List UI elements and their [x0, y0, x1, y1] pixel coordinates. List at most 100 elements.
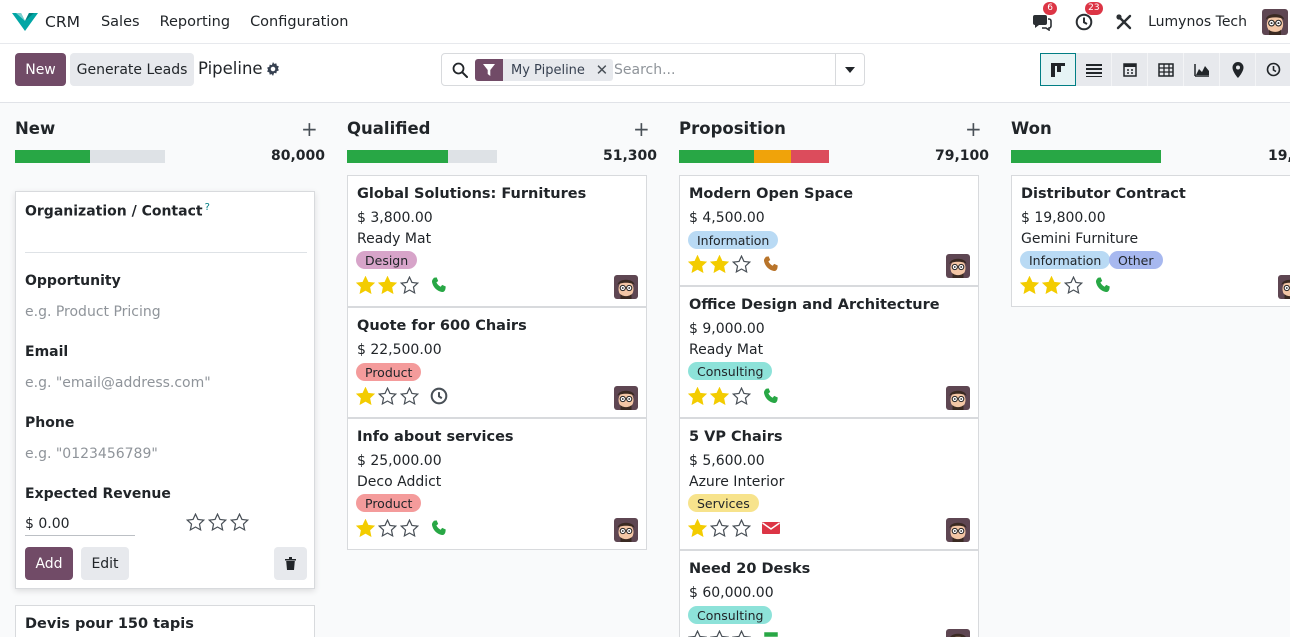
column-title[interactable]: Proposition [679, 119, 786, 138]
priority-stars[interactable] [356, 387, 422, 405]
kanban-view-button[interactable] [1040, 53, 1076, 86]
column-progress-bar[interactable] [1011, 150, 1161, 163]
column-title[interactable]: Won [1011, 119, 1052, 138]
assignee-avatar[interactable] [946, 629, 970, 637]
column-progress-bar[interactable] [15, 150, 165, 163]
priority-stars[interactable] [688, 387, 754, 405]
gear-icon[interactable] [266, 62, 280, 76]
star-empty-icon[interactable] [1064, 276, 1083, 294]
star-filled-icon[interactable] [356, 387, 375, 405]
progress-orange[interactable] [753, 150, 792, 163]
lead-card[interactable]: Info about services $ 25,000.00 Deco Addic… [347, 418, 647, 550]
phone-field[interactable] [25, 442, 307, 466]
star-empty-icon[interactable] [710, 519, 729, 537]
assignee-avatar[interactable] [614, 275, 638, 299]
assignee-avatar[interactable] [946, 518, 970, 542]
lead-card[interactable]: Need 20 Desks $ 60,000.00 Consulting [679, 550, 979, 637]
lead-card[interactable]: Distributor Contract $ 19,800.00 Gemini Fu… [1011, 175, 1290, 307]
star-empty-icon[interactable] [400, 387, 419, 405]
progress-green[interactable] [15, 150, 90, 163]
star-filled-icon[interactable] [710, 255, 729, 273]
calendar-view-button[interactable] [1112, 53, 1148, 86]
remove-facet-icon[interactable]: ✕ [590, 59, 613, 81]
assignee-avatar[interactable] [946, 386, 970, 410]
column-title[interactable]: New [15, 119, 56, 138]
star-filled-icon[interactable] [378, 276, 397, 294]
user-avatar[interactable] [1262, 9, 1288, 35]
activity-view-button[interactable] [1256, 53, 1290, 86]
email-field[interactable] [25, 371, 307, 395]
progress-green[interactable] [1011, 150, 1161, 163]
priority-stars[interactable] [688, 519, 754, 537]
lead-card[interactable]: Quote for 600 Chairs $ 22,500.00 Product [347, 307, 647, 418]
assignee-avatar[interactable] [614, 518, 638, 542]
menu-reporting[interactable]: Reporting [159, 13, 231, 30]
star-empty-icon[interactable] [378, 519, 397, 537]
star-empty-icon[interactable] [208, 513, 227, 531]
pivot-view-button[interactable] [1148, 53, 1184, 86]
star-empty-icon[interactable] [230, 513, 249, 531]
star-filled-icon[interactable] [1020, 276, 1039, 294]
star-filled-icon[interactable] [688, 387, 707, 405]
star-empty-icon[interactable] [732, 387, 751, 405]
star-filled-icon[interactable] [688, 519, 707, 537]
progress-green[interactable] [347, 150, 448, 163]
generate-leads-button[interactable]: Generate Leads [70, 53, 194, 86]
help-tooltip[interactable]: ? [204, 202, 210, 213]
lead-card[interactable]: Global Solutions: Furnitures $ 3,800.00 Re… [347, 175, 647, 307]
priority-stars[interactable] [356, 276, 422, 294]
add-card-plus-icon[interactable]: + [965, 117, 982, 141]
opportunity-input[interactable] [25, 300, 307, 324]
edit-button[interactable]: Edit [81, 547, 129, 580]
add-card-plus-icon[interactable]: + [633, 117, 650, 141]
star-filled-icon[interactable] [356, 276, 375, 294]
star-filled-icon[interactable] [688, 255, 707, 273]
column-title[interactable]: Qualified [347, 119, 431, 138]
add-card-plus-icon[interactable]: + [301, 117, 318, 141]
activity-icon[interactable] [762, 630, 780, 637]
search-icon[interactable] [452, 62, 468, 78]
add-button[interactable]: Add [25, 547, 73, 580]
org-contact-input[interactable] [25, 229, 307, 253]
phone-icon[interactable] [1094, 276, 1112, 294]
graph-view-button[interactable] [1184, 53, 1220, 86]
column-progress-bar[interactable] [679, 150, 829, 163]
star-filled-icon[interactable] [356, 519, 375, 537]
clock-icon[interactable] [430, 387, 448, 405]
phone-icon[interactable] [430, 276, 448, 294]
expected-revenue-input[interactable] [25, 512, 135, 536]
menu-configuration[interactable]: Configuration [250, 13, 349, 30]
priority-stars[interactable] [688, 630, 754, 637]
star-empty-icon[interactable] [400, 519, 419, 537]
star-filled-icon[interactable] [1042, 276, 1061, 294]
star-empty-icon[interactable] [732, 630, 751, 637]
messages-button[interactable]: 6 [1032, 2, 1058, 32]
lead-card[interactable]: Devis pour 150 tapis [15, 605, 315, 637]
assignee-avatar[interactable] [1278, 275, 1290, 299]
lead-card[interactable]: Modern Open Space $ 4,500.00 Information [679, 175, 979, 286]
list-view-button[interactable] [1076, 53, 1112, 86]
priority-stars[interactable] [688, 255, 754, 273]
discard-button[interactable] [274, 547, 307, 580]
star-empty-icon[interactable] [732, 255, 751, 273]
priority-stars[interactable] [1020, 276, 1086, 294]
assignee-avatar[interactable] [946, 254, 970, 278]
star-empty-icon[interactable] [400, 276, 419, 294]
star-filled-icon[interactable] [710, 387, 729, 405]
star-empty-icon[interactable] [378, 387, 397, 405]
lead-card[interactable]: 5 VP Chairs $ 5,600.00 Azure Interior Servi… [679, 418, 979, 550]
app-brand[interactable]: CRM [12, 12, 80, 31]
progress-red[interactable] [791, 150, 829, 163]
search-input[interactable] [614, 60, 834, 80]
priority-stars[interactable] [186, 513, 252, 531]
lead-card[interactable]: Office Design and Architecture $ 9,000.00… [679, 286, 979, 418]
company-switcher[interactable]: Lumynos Tech [1148, 14, 1247, 30]
assignee-avatar[interactable] [614, 386, 638, 410]
star-empty-icon[interactable] [186, 513, 205, 531]
column-progress-bar[interactable] [347, 150, 497, 163]
star-empty-icon[interactable] [732, 519, 751, 537]
star-empty-icon[interactable] [688, 630, 707, 637]
envelope-icon[interactable] [762, 519, 780, 537]
phone-icon[interactable] [762, 387, 780, 405]
priority-stars[interactable] [356, 519, 422, 537]
